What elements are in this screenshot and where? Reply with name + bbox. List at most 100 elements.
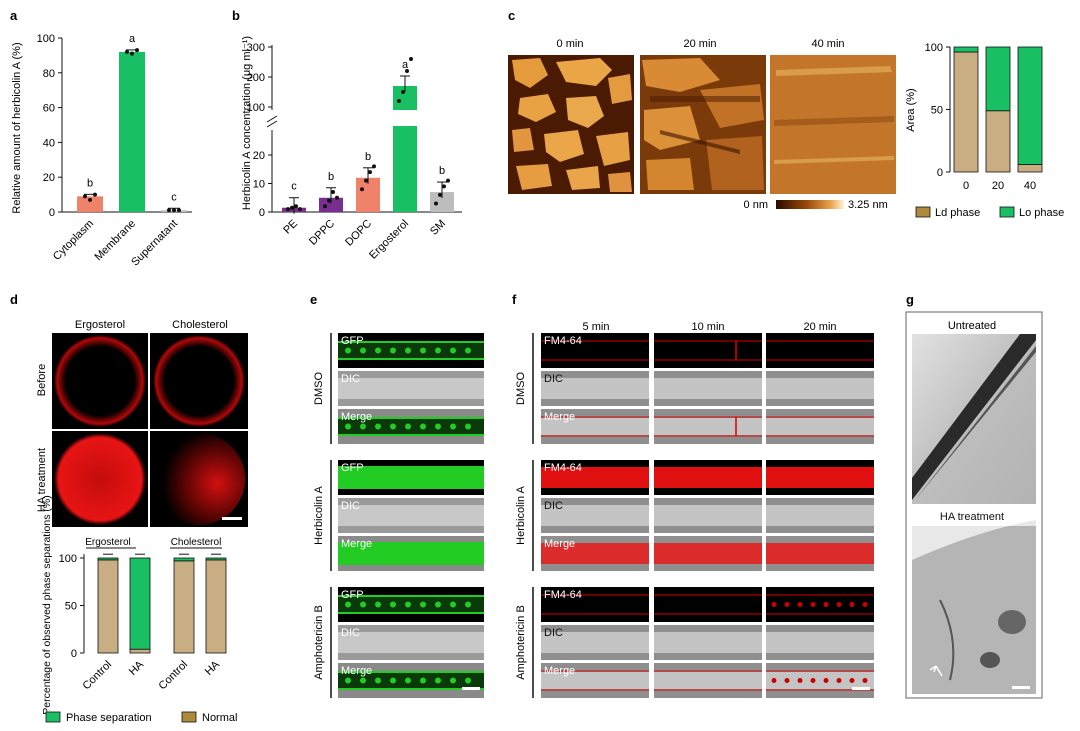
f-hypha-dic — [541, 670, 649, 691]
panel-c-label: c — [508, 8, 515, 23]
e-gfp-spot — [420, 677, 426, 684]
e-gfp-spot — [345, 347, 351, 354]
c-xtick-label: 0 — [963, 180, 969, 192]
e-channel-label: Merge — [341, 538, 372, 550]
f-hypha-dic — [654, 416, 762, 437]
b-xtick-label: Ergosterol — [367, 218, 411, 262]
panel-d-label: d — [10, 292, 18, 307]
panel-c-ylabel: Area (%) — [905, 88, 917, 131]
f-spot — [797, 678, 803, 683]
b-point — [372, 164, 376, 169]
e-channel-label: GFP — [341, 335, 364, 347]
f-time-20: 20 min — [803, 321, 836, 333]
b-point — [409, 57, 413, 61]
a-point — [83, 194, 87, 199]
e-gfp-spot — [450, 601, 456, 608]
d-bar-ha-normal — [205, 559, 227, 654]
d-xtick-label: Control — [157, 659, 191, 693]
legend-swatch-lo — [999, 206, 1015, 218]
e-gfp-spot — [435, 423, 441, 430]
e-hypha-gfp — [338, 466, 484, 489]
e-gfp-spot — [375, 601, 381, 608]
b-point — [446, 178, 450, 183]
f-spot — [862, 678, 868, 683]
panel-d-ylabel: Percentage of observed phase separations… — [41, 495, 53, 714]
e-gfp-spot — [345, 601, 351, 608]
e-channel-label: Merge — [341, 411, 372, 423]
f-hypha-dic — [766, 378, 874, 399]
a-bar-membrane — [119, 51, 145, 212]
e-gfp-spot — [450, 347, 456, 354]
legend-label-lo: Lo phase — [1019, 207, 1064, 219]
b-point — [397, 99, 401, 103]
giant-scale-bar — [222, 517, 242, 520]
afm-time-20: 20 min — [683, 38, 716, 50]
b-sig-letter: b — [439, 165, 445, 177]
group-label-cholesterol: Cholesterol — [171, 537, 222, 548]
legend-swatch-ld — [915, 206, 931, 218]
panel-e-label: e — [310, 292, 317, 307]
a-sig-letter: a — [129, 33, 136, 45]
b-ytick-label: 20 — [253, 150, 265, 162]
b-point — [298, 207, 302, 212]
e-gfp-spot — [405, 677, 411, 684]
e-gfp-spot — [435, 347, 441, 354]
e-hypha-dic — [338, 378, 484, 399]
e-gfp-spot — [435, 677, 441, 684]
a-ytick-label: 40 — [43, 137, 55, 149]
b-xtick-label: PE — [281, 218, 300, 237]
f-spot — [862, 602, 868, 607]
panel-f: f 5 min 10 min 20 min DMSO FM4-64 DIC Merge… — [512, 292, 874, 698]
f-spot — [823, 678, 829, 683]
e-channel-label: DIC — [341, 500, 360, 512]
giant-row-before: Before — [36, 364, 48, 396]
f-channel-label: DIC — [544, 500, 563, 512]
e-scale-bar — [462, 687, 480, 690]
em-label-ha: HA treatment — [940, 511, 1004, 523]
a-point — [135, 48, 139, 53]
b-bar-dppc — [319, 197, 343, 212]
a-point — [88, 197, 92, 202]
b-point — [335, 195, 339, 200]
panel-a: a Relative amount of herbicolin A (%) 0 2… — [10, 8, 192, 269]
panel-a-ylabel: Relative amount of herbicolin A (%) — [11, 42, 23, 213]
c-bar-20-ld — [985, 110, 1011, 173]
panel-b: b Herbicolin A concentration (μg ml⁻¹) 0… — [232, 8, 462, 262]
a-bar-cytoplasm — [77, 196, 103, 212]
afm-image-40min — [770, 55, 896, 194]
e-gfp-spot — [465, 423, 471, 430]
f-channel-label: DIC — [544, 373, 563, 385]
a-point — [130, 51, 134, 56]
f-hypha-dic — [541, 378, 649, 399]
giant-col-cholesterol: Cholesterol — [172, 319, 228, 331]
b-axis-break — [266, 115, 278, 123]
e-gfp-spot — [420, 347, 426, 354]
e-gfp-spot — [360, 423, 366, 430]
f-time-5: 5 min — [583, 321, 610, 333]
f-channel-label: Merge — [544, 665, 575, 677]
panel-e: e DMSO GFP DIC Merge Herbicolin A GFP DIC Merge… — [310, 292, 484, 698]
e-gfp-spot — [360, 601, 366, 608]
e-channel-label: Merge — [341, 665, 372, 677]
e-gfp-spot — [360, 677, 366, 684]
c-bar-20-lo — [985, 46, 1011, 112]
e-group-label: Amphotericin B — [313, 605, 325, 680]
f-spot — [810, 602, 816, 607]
d-bar-ha-phase — [205, 557, 227, 561]
e-gfp-spot — [420, 601, 426, 608]
e-gfp-spot — [450, 423, 456, 430]
e-gfp-spot — [345, 677, 351, 684]
f-channel-label: Merge — [544, 538, 575, 550]
a-sig-letter: b — [87, 177, 93, 189]
c-xtick-label: 20 — [992, 180, 1004, 192]
b-point — [286, 207, 290, 212]
b-point — [331, 190, 335, 195]
e-gfp-spot — [360, 347, 366, 354]
d-bar-ha-phase — [129, 557, 151, 650]
group-label-ergosterol: Ergosterol — [85, 537, 131, 548]
e-gfp-spot — [375, 423, 381, 430]
f-spot — [771, 602, 777, 607]
b-sig-letter: a — [402, 59, 409, 71]
panel-b-label: b — [232, 8, 240, 23]
